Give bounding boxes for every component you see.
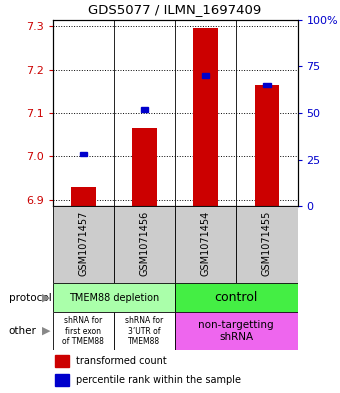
Bar [55, 355, 69, 367]
Bar [175, 312, 298, 350]
Text: ▶: ▶ [42, 293, 50, 303]
Title: GDS5077 / ILMN_1697409: GDS5077 / ILMN_1697409 [88, 3, 262, 16]
Bar [53, 312, 114, 350]
Text: GSM1071456: GSM1071456 [139, 211, 150, 276]
Bar [263, 83, 271, 87]
Text: percentile rank within the sample: percentile rank within the sample [76, 375, 241, 385]
Text: shRNA for
3’UTR of
TMEM88: shRNA for 3’UTR of TMEM88 [125, 316, 164, 346]
Text: non-targetting
shRNA: non-targetting shRNA [199, 320, 274, 342]
Text: TMEM88 depletion: TMEM88 depletion [69, 293, 159, 303]
Text: transformed count: transformed count [76, 356, 167, 366]
Bar [175, 206, 236, 283]
Bar [53, 283, 175, 312]
Bar [255, 85, 279, 206]
Bar [193, 28, 218, 206]
Bar [80, 152, 87, 156]
Text: protocol: protocol [8, 293, 51, 303]
Bar [141, 107, 148, 112]
Text: GSM1071454: GSM1071454 [201, 211, 211, 276]
Bar [55, 374, 69, 386]
Bar [53, 206, 114, 283]
Text: GSM1071455: GSM1071455 [262, 210, 272, 276]
Bar [132, 128, 157, 206]
Text: other: other [8, 326, 36, 336]
Bar [236, 206, 298, 283]
Text: control: control [215, 291, 258, 304]
Bar [114, 206, 175, 283]
Bar [202, 73, 209, 78]
Text: ▶: ▶ [42, 326, 50, 336]
Bar [71, 187, 96, 206]
Bar [114, 312, 175, 350]
Text: shRNA for
first exon
of TMEM88: shRNA for first exon of TMEM88 [62, 316, 104, 346]
Text: GSM1071457: GSM1071457 [78, 210, 88, 276]
Bar [175, 283, 298, 312]
